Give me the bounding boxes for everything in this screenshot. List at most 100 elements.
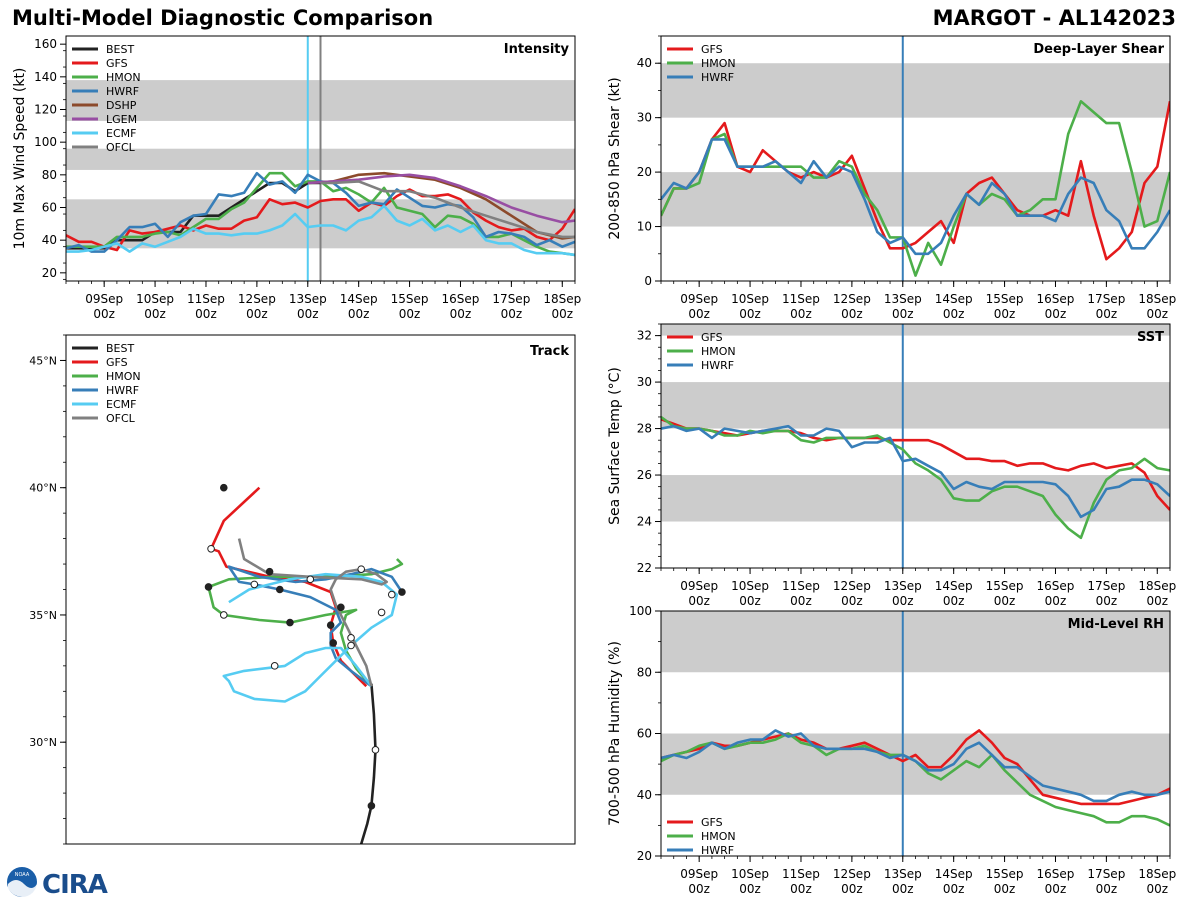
track-point-hwrf xyxy=(250,580,259,589)
track-line-ofcl xyxy=(237,538,389,687)
sst-xtick-hour: 00z xyxy=(790,594,812,608)
shear-ylabel: 200-850 hPa Shear (kt) xyxy=(607,77,623,239)
intensity-xtick-hour: 00z xyxy=(501,307,523,321)
intensity-xtick-hour: 00z xyxy=(93,307,115,321)
intensity-xtick-day: 10Sep xyxy=(136,292,174,306)
intensity-xtick-day: 15Sep xyxy=(391,292,429,306)
sst-xtick-day: 09Sep xyxy=(680,579,718,593)
shear-xtick-hour: 00z xyxy=(1096,307,1118,321)
shear-xtick-hour: 00z xyxy=(994,307,1016,321)
shear-band-1 xyxy=(661,63,1170,118)
sst-xtick-day: 18Sep xyxy=(1138,579,1176,593)
intensity-xtick-hour: 00z xyxy=(450,307,472,321)
sst-xtick-day: 17Sep xyxy=(1087,579,1125,593)
track-ytick-label: 45°N xyxy=(29,354,57,367)
rh-xtick-day: 14Sep xyxy=(935,867,973,881)
sst-xtick-day: 10Sep xyxy=(731,579,769,593)
intensity-legend-label-ofcl: OFCL xyxy=(106,141,136,154)
track-point-best xyxy=(371,746,380,754)
rh-xtick-hour: 00z xyxy=(841,882,863,896)
intensity-xtick-day: 09Sep xyxy=(85,292,123,306)
track-plot: 30°N 35°N 40°N 45°N Track BESTGFSHMONHWRFECMF… xyxy=(29,334,576,845)
rh-ytick-label: 100 xyxy=(629,604,652,618)
sst-xtick-day: 14Sep xyxy=(935,579,973,593)
shear-xtick-day: 15Sep xyxy=(986,292,1024,306)
page-title: Multi-Model Diagnostic Comparison xyxy=(12,6,434,30)
shear-xtick-day: 17Sep xyxy=(1087,292,1125,306)
rh-ytick-label: 20 xyxy=(637,849,652,863)
shear-ytick-label: 20 xyxy=(637,165,652,179)
intensity-title: Intensity xyxy=(504,42,570,57)
sst-plot: 22242628303209Sep00z10Sep00z11Sep00z12Se… xyxy=(607,323,1176,608)
intensity-legend-label-hmon: HMON xyxy=(106,71,141,84)
rh-xtick-day: 15Sep xyxy=(986,867,1024,881)
track-line-ecmf xyxy=(222,572,399,703)
intensity-xtick-day: 13Sep xyxy=(289,292,327,306)
track-ytick-label: 40°N xyxy=(29,482,57,495)
shear-line-hwrf xyxy=(661,138,1170,256)
intensity-legend-label-best: BEST xyxy=(106,43,134,56)
intensity-series xyxy=(66,171,575,257)
shear-ytick-label: 10 xyxy=(637,220,652,234)
sst-xtick-hour: 00z xyxy=(1096,594,1118,608)
intensity-xtick-day: 17Sep xyxy=(492,292,530,306)
rh-xtick-day: 10Sep xyxy=(731,867,769,881)
sst-xtick-hour: 00z xyxy=(994,594,1016,608)
cira-logo-text: CIRA xyxy=(42,870,108,900)
rh-xtick-day: 09Sep xyxy=(680,867,718,881)
rh-ytick-label: 80 xyxy=(637,665,652,679)
track-point-ecmf xyxy=(270,662,279,670)
track-point-gfs xyxy=(265,567,274,576)
intensity-line-lgem xyxy=(307,173,575,224)
intensity-line-ofcl xyxy=(320,180,575,239)
track-point-gfs xyxy=(219,483,228,492)
track-point-hmon xyxy=(219,611,228,619)
intensity-xtick-day: 14Sep xyxy=(340,292,378,306)
track-point-ofcl xyxy=(337,603,345,612)
cira-logo: NOAA CIRA xyxy=(7,867,109,900)
track-frame xyxy=(65,334,576,845)
sst-xtick-day: 13Sep xyxy=(884,579,922,593)
intensity-ytick-label: 160 xyxy=(34,37,57,51)
intensity-ytick-label: 140 xyxy=(34,70,57,84)
shear-xtick-hour: 00z xyxy=(688,307,710,321)
intensity-xtick-day: 16Sep xyxy=(442,292,480,306)
track-point-hmon xyxy=(204,583,213,591)
rh-line-hwrf xyxy=(661,729,1170,803)
intensity-xtick-day: 18Sep xyxy=(543,292,581,306)
rh-ytick-label: 40 xyxy=(637,788,652,802)
rh-xtick-day: 17Sep xyxy=(1087,867,1125,881)
sst-ylabel: Sea Surface Temp (°C) xyxy=(607,367,623,525)
intensity-xtick-hour: 00z xyxy=(144,307,166,321)
intensity-xtick-hour: 00z xyxy=(246,307,268,321)
intensity-xtick-hour: 00z xyxy=(348,307,370,321)
rh-xtick-hour: 00z xyxy=(688,882,710,896)
track-legend-label-hmon: HMON xyxy=(106,370,141,383)
sst-ytick-label: 30 xyxy=(637,375,652,389)
track-point-ecmf xyxy=(387,590,396,599)
shear-xtick-day: 12Sep xyxy=(833,292,871,306)
sst-legend-label-hmon: HMON xyxy=(701,345,736,358)
shear-xtick-hour: 00z xyxy=(892,307,914,321)
sst-legend-label-gfs: GFS xyxy=(701,331,723,344)
intensity-line-ecmf xyxy=(66,204,575,257)
shear-xtick-day: 10Sep xyxy=(731,292,769,306)
shear-xtick-hour: 00z xyxy=(1045,307,1067,321)
rh-xtick-hour: 00z xyxy=(892,882,914,896)
shear-legend-label-hwrf: HWRF xyxy=(701,71,734,84)
sst-ytick-label: 22 xyxy=(637,561,652,575)
storm-title: MARGOT - AL142023 xyxy=(932,6,1176,30)
shear-plot: 01020304009Sep00z10Sep00z11Sep00z12Sep00… xyxy=(607,35,1176,321)
intensity-xtick-hour: 00z xyxy=(297,307,319,321)
sst-title: SST xyxy=(1137,330,1164,345)
rh-xtick-hour: 00z xyxy=(1045,882,1067,896)
intensity-ytick-label: 40 xyxy=(42,233,57,247)
intensity-ytick-label: 60 xyxy=(42,201,57,215)
sst-line-gfs xyxy=(661,418,1170,511)
intensity-legend-label-lgem: LGEM xyxy=(106,113,137,126)
sst-band-0 xyxy=(661,475,1170,522)
intensity-legend-label-dshp: DSHP xyxy=(106,99,137,112)
intensity-xtick-hour: 00z xyxy=(551,307,573,321)
rh-xtick-hour: 00z xyxy=(1146,882,1168,896)
